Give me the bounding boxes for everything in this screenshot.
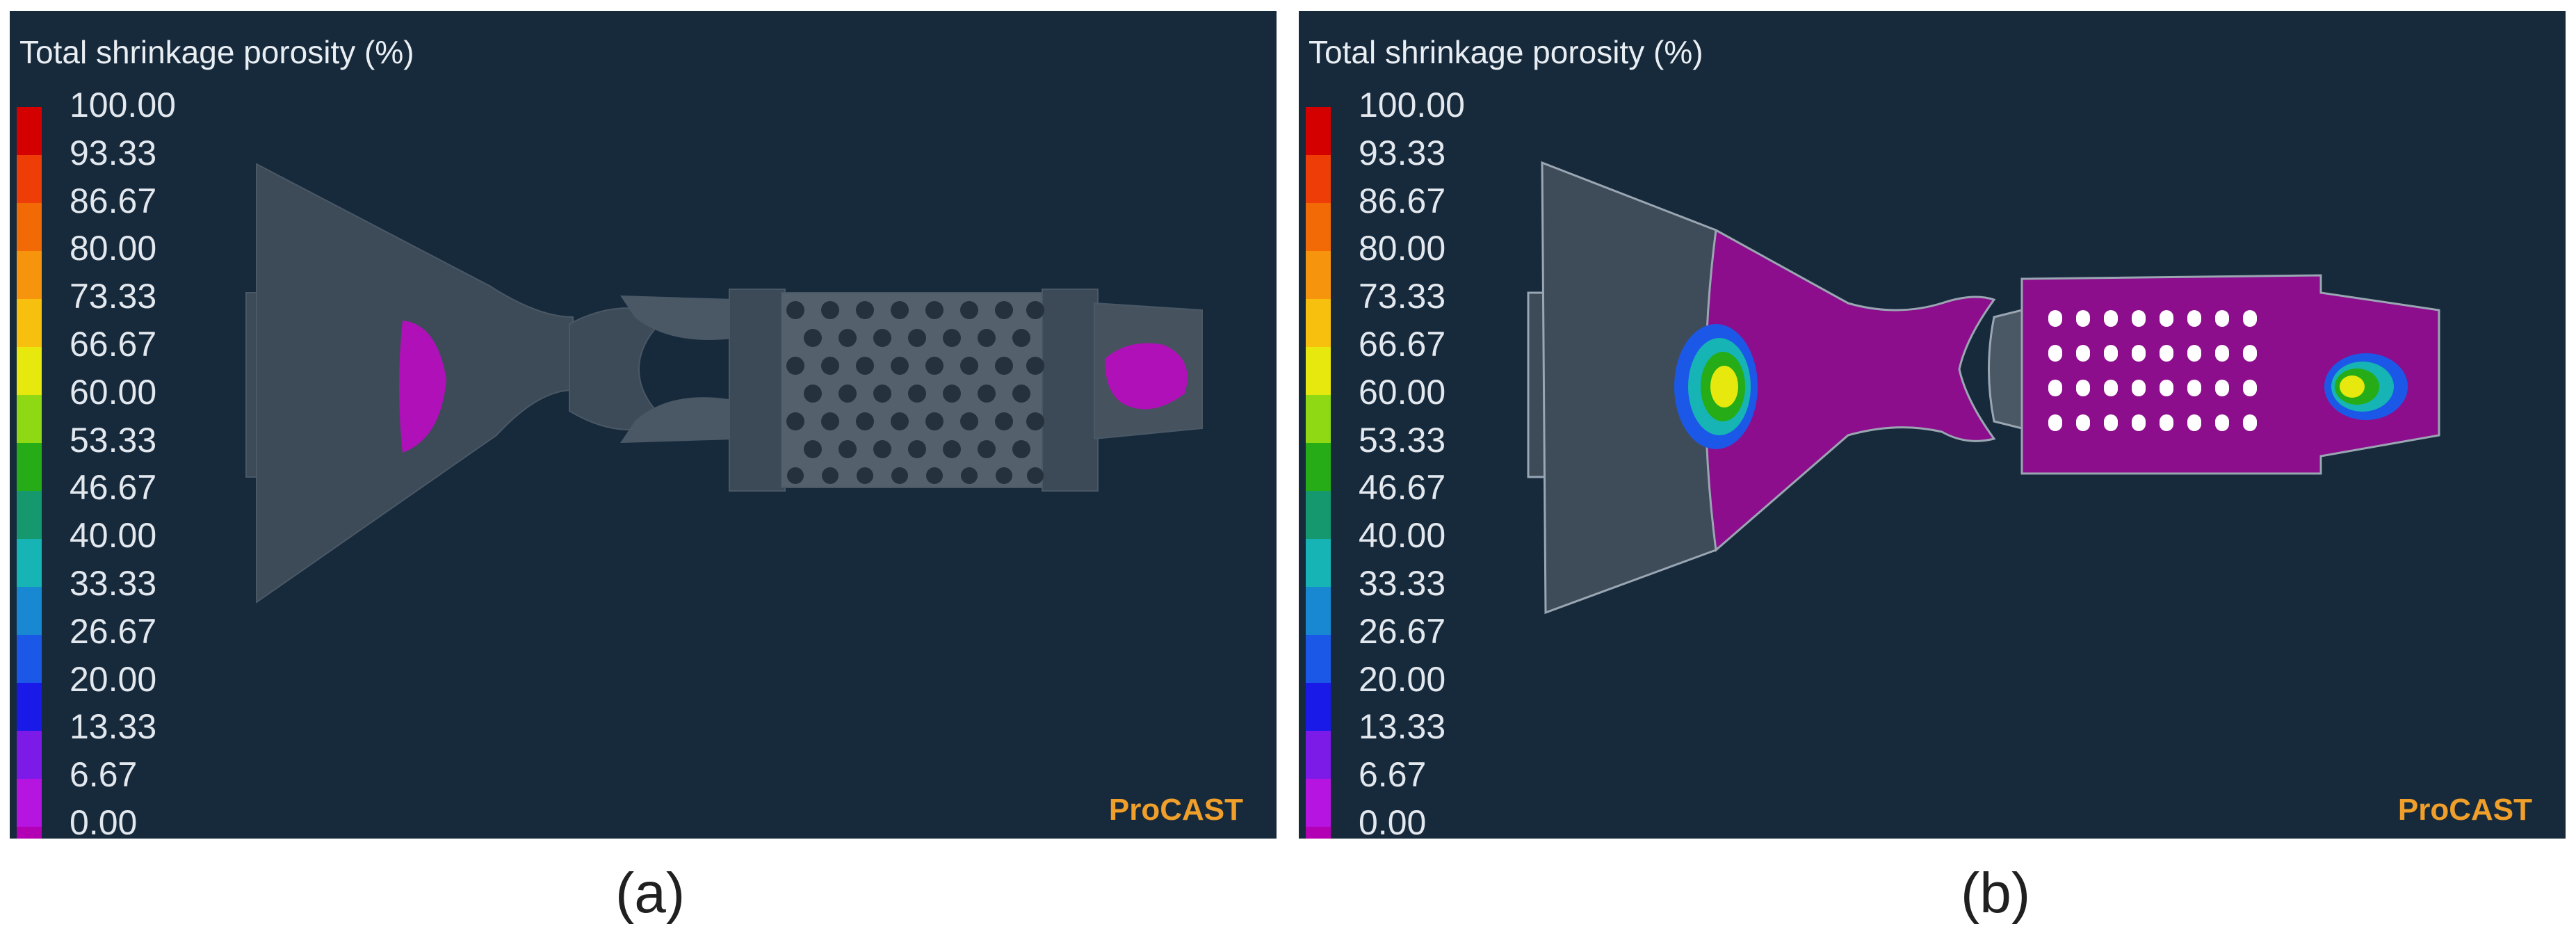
casting-view-a <box>245 163 1203 604</box>
legend-tick-label: 100.00 <box>1359 86 1465 124</box>
legend-tick-label: 73.33 <box>1359 277 1446 316</box>
legend-swatch <box>17 155 42 203</box>
legend-swatch <box>1306 491 1331 539</box>
legend-swatch <box>1306 251 1331 299</box>
left-flange <box>729 289 786 492</box>
legend-swatch <box>1306 539 1331 587</box>
legend-tick-label: 86.67 <box>1359 181 1446 220</box>
legend-tick-label: 6.67 <box>1359 755 1427 795</box>
legend-tick-label: 60.00 <box>1359 372 1446 412</box>
legend-tick-label: 86.67 <box>70 181 157 220</box>
legend-swatch <box>1306 443 1331 491</box>
legend-swatch <box>17 827 42 839</box>
legend-tick-label: 73.33 <box>70 277 157 316</box>
right-flange <box>1042 289 1099 492</box>
legend-tick-label: 100.00 <box>70 86 176 124</box>
legend-swatch <box>1306 299 1331 347</box>
porosity-hotspot-left <box>1674 324 1758 449</box>
legend-swatch <box>1306 587 1331 635</box>
legend-swatch <box>17 587 42 635</box>
legend-swatch <box>1306 155 1331 203</box>
procast-logo: ProCAST <box>1108 793 1243 827</box>
legend-tick-label: 66.67 <box>1359 325 1446 364</box>
porosity-region-right <box>1105 343 1188 410</box>
legend-swatch <box>17 635 42 683</box>
legend-swatch <box>1306 347 1331 395</box>
legend-swatch <box>1306 107 1331 155</box>
legend-ticks: 100.00 93.33 86.67 80.00 73.33 66.67 60.00 53.3… <box>1359 88 1567 839</box>
legend-swatch <box>1306 779 1331 827</box>
legend-tick-label: 0.00 <box>1359 803 1427 839</box>
legend-swatch <box>17 779 42 827</box>
runner <box>1988 309 2023 430</box>
legend-tick-label: 13.33 <box>70 707 157 747</box>
caption-b: (b) <box>1961 862 2031 925</box>
legend-swatch <box>17 395 42 443</box>
legend-tick-label: 6.67 <box>70 755 138 795</box>
section-cut-body <box>2020 274 2440 475</box>
legend-swatch <box>1306 203 1331 251</box>
section-cut-cone <box>1704 228 1996 552</box>
legend-swatch <box>17 491 42 539</box>
caption-a: (a) <box>615 862 686 925</box>
legend-swatch <box>1306 683 1331 731</box>
cooling-holes <box>2048 310 2257 431</box>
legend-swatch <box>17 731 42 779</box>
color-bar <box>17 107 42 839</box>
legend-ticks: 100.00 93.33 86.67 80.00 73.33 66.67 60.00 53.3… <box>70 88 278 839</box>
legend-tick-label: 80.00 <box>1359 229 1446 268</box>
legend-tick-label: 93.33 <box>70 133 157 172</box>
porosity-region-left <box>399 321 446 453</box>
legend-tick-label: 80.00 <box>70 229 157 268</box>
legend-swatch <box>17 539 42 587</box>
legend-tick-label: 53.33 <box>1359 420 1446 460</box>
legend-tick-label: 60.00 <box>70 372 157 412</box>
legend-swatch <box>17 683 42 731</box>
legend-tick-label: 46.67 <box>1359 468 1446 508</box>
panel-a: Total shrinkage porosity (%) 100.00 93.33… <box>10 11 1277 839</box>
legend-swatch <box>17 251 42 299</box>
legend-tick-label: 13.33 <box>1359 707 1446 747</box>
legend-tick-label: 40.00 <box>1359 516 1446 556</box>
legend-tick-label: 33.33 <box>70 564 157 603</box>
porosity-hotspot-right <box>2324 353 2408 420</box>
legend-tick-label: 20.00 <box>70 659 157 699</box>
legend-tick-label: 66.67 <box>70 325 157 364</box>
legend-tick-label: 53.33 <box>70 420 157 460</box>
legend-tick-label: 20.00 <box>1359 659 1446 699</box>
legend-tick-label: 0.00 <box>70 803 138 839</box>
legend-tick-label: 26.67 <box>1359 611 1446 651</box>
legend-swatch <box>1306 635 1331 683</box>
panel-b: Total shrinkage porosity (%) 100.00 93.33… <box>1299 11 2566 839</box>
legend-title: Total shrinkage porosity (%) <box>19 34 414 70</box>
legend-swatch <box>17 107 42 155</box>
color-bar <box>1306 107 1331 839</box>
legend-swatch <box>1306 827 1331 839</box>
casting-view-b <box>1527 161 2440 615</box>
legend-tick-label: 40.00 <box>70 516 157 556</box>
legend-tick-label: 26.67 <box>70 611 157 651</box>
legend-swatch <box>1306 395 1331 443</box>
legend-title: Total shrinkage porosity (%) <box>1309 34 1703 70</box>
lattice-holes <box>786 301 1044 484</box>
legend-tick-label: 93.33 <box>1359 133 1446 172</box>
legend-swatch <box>17 347 42 395</box>
legend-swatch <box>17 203 42 251</box>
legend-tick-label: 46.67 <box>70 468 157 508</box>
legend-swatch <box>17 443 42 491</box>
legend-swatch <box>17 299 42 347</box>
legend-swatch <box>1306 731 1331 779</box>
procast-logo: ProCAST <box>2397 793 2532 827</box>
legend-tick-label: 33.33 <box>1359 564 1446 603</box>
